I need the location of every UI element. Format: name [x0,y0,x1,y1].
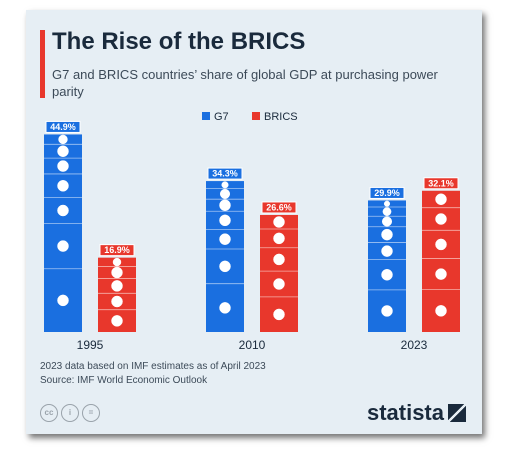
x-tick-label-1995: 1995 [77,338,104,352]
value-label-g7-1995: 44.9% [50,122,76,132]
germany-flag-icon [57,204,69,217]
legend: G7 BRICS [202,111,298,123]
russia-flag-icon [435,238,447,251]
china-flag-icon [273,308,285,321]
us-flag-icon [57,294,69,307]
france-flag-icon [381,216,393,227]
brazil-flag-icon [435,213,447,225]
chart-title: The Rise of the BRICS [52,28,306,55]
russia-flag-icon [111,280,123,292]
cc-icon[interactable]: cc [40,404,58,422]
italy-flag-icon [381,228,393,241]
value-label-box [369,186,405,199]
france-flag-icon [219,199,231,211]
india-flag-icon [435,268,447,280]
title-accent-bar [40,30,45,98]
legend-swatch-g7 [202,112,210,120]
japan-flag-icon [381,269,393,281]
canada-flag-icon [383,200,391,207]
brazil-flag-icon [111,266,123,279]
chart-notes: 2023 data based on IMF estimates as of A… [40,360,266,388]
us-flag-icon [219,302,231,314]
italy-flag-icon [219,214,231,227]
value-label-brics-2010: 26.6% [266,202,292,212]
germany-flag-icon [219,233,231,245]
legend-label-brics: BRICS [264,111,298,123]
value-label-box [99,244,135,257]
south-africa-flag-icon [273,216,285,228]
value-label-g7-2023: 29.9% [374,188,400,198]
uk-flag-icon [57,145,69,157]
value-label-brics-2023: 32.1% [428,178,454,188]
bar-chart: G7 BRICS 44.9% 16.9% 1995 34.3% 26.6% 2010 29.… [44,111,460,352]
brazil-flag-icon [273,232,285,245]
japan-flag-icon [219,260,231,273]
value-label-g7-2010: 34.3% [212,169,238,179]
x-tick-label-2023: 2023 [401,338,428,352]
value-label-box [261,201,297,214]
germany-flag-icon [381,245,393,257]
value-label-box [423,177,459,190]
uk-flag-icon [382,207,392,216]
legend-label-g7: G7 [214,111,229,123]
japan-flag-icon [57,240,69,252]
note-line: 2023 data based on IMF estimates as of A… [40,361,266,372]
uk-flag-icon [219,188,231,199]
license-icons: cc i = [40,402,103,422]
india-flag-icon [273,278,285,290]
no-derivatives-icon[interactable]: = [82,404,100,422]
china-flag-icon [435,305,447,317]
value-label-box [45,120,81,133]
value-label-box [207,167,243,180]
south-africa-flag-icon [112,257,122,267]
canada-flag-icon [58,134,68,145]
statista-logo: statista [367,400,466,426]
china-flag-icon [111,315,123,327]
legend-swatch-brics [252,112,260,120]
france-flag-icon [57,160,69,172]
attribution-icon[interactable]: i [61,404,79,422]
chart-subtitle: G7 and BRICS countries’ share of global … [52,67,438,99]
value-label-brics-1995: 16.9% [104,245,130,255]
infographic-card: The Rise of the BRICS G7 and BRICS count… [26,10,482,434]
india-flag-icon [111,295,123,308]
x-tick-label-2010: 2010 [239,338,266,352]
statista-logo-icon [448,404,466,422]
italy-flag-icon [57,180,69,192]
source-line: Source: IMF World Economic Outlook [40,375,208,386]
south-africa-flag-icon [435,193,447,205]
canada-flag-icon [221,181,229,189]
us-flag-icon [381,305,393,317]
russia-flag-icon [273,253,285,266]
